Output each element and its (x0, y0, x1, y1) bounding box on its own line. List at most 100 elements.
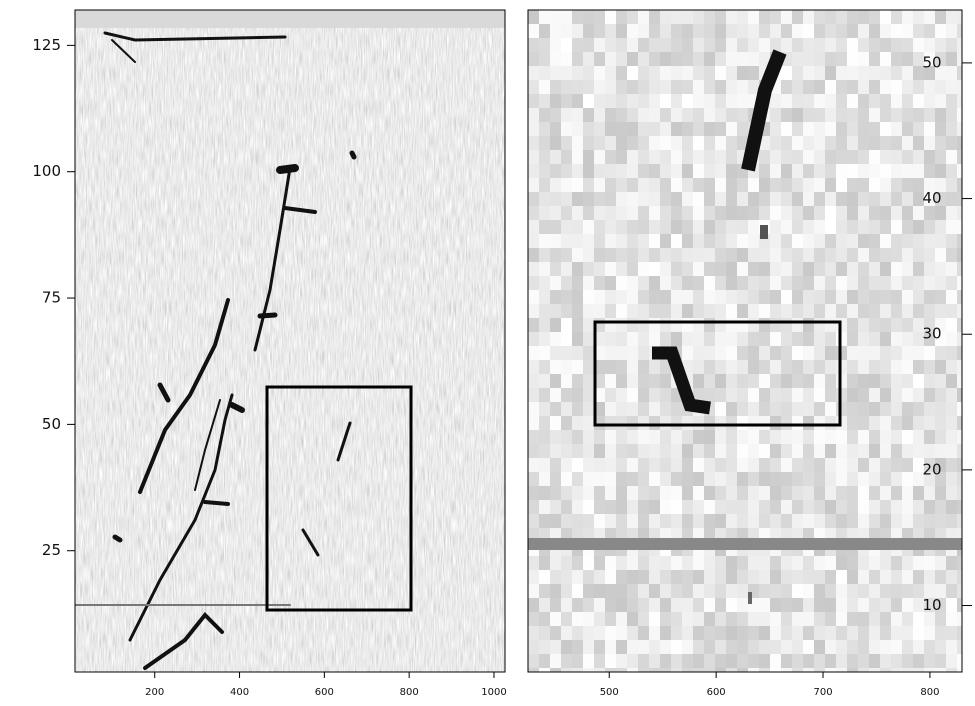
pixel (693, 108, 704, 122)
x-tick-label: 200 (145, 687, 164, 698)
pixel (957, 640, 962, 654)
pixel (550, 514, 561, 528)
pixel (847, 80, 858, 94)
pixel (605, 332, 616, 346)
pixel (792, 178, 803, 192)
pixel (550, 640, 561, 654)
pixel (935, 430, 946, 444)
pixel (825, 430, 836, 444)
pixel (957, 248, 962, 262)
pixel (715, 486, 726, 500)
pixel (825, 108, 836, 122)
pixel (616, 528, 627, 542)
pixel (671, 290, 682, 304)
pixel (660, 626, 671, 640)
pixel (627, 486, 638, 500)
pixel (759, 346, 770, 360)
pixel (935, 626, 946, 640)
y-tick-label: 40 (922, 189, 941, 207)
pixel (913, 346, 924, 360)
pixel (737, 290, 748, 304)
pixel (847, 640, 858, 654)
pixel (605, 472, 616, 486)
pixel (902, 640, 913, 654)
pixel (660, 668, 671, 672)
pixel (671, 318, 682, 332)
pixel (880, 24, 891, 38)
y-tick-label: 50 (922, 53, 941, 71)
pixel (627, 556, 638, 570)
pixel (869, 248, 880, 262)
pixel (891, 598, 902, 612)
pixel (528, 220, 539, 234)
pixel (726, 472, 737, 486)
pixel (682, 108, 693, 122)
pixel (836, 136, 847, 150)
pixel (572, 108, 583, 122)
pixel (561, 598, 572, 612)
pixel (583, 122, 594, 136)
pixel (814, 318, 825, 332)
pixel (704, 80, 715, 94)
pixel (737, 402, 748, 416)
pixel (869, 472, 880, 486)
pixel (539, 150, 550, 164)
pixel (924, 24, 935, 38)
pixel (825, 220, 836, 234)
pixel (583, 598, 594, 612)
pixel (627, 500, 638, 514)
pixel (781, 402, 792, 416)
pixel (704, 276, 715, 290)
pixel (913, 304, 924, 318)
pixel (627, 108, 638, 122)
pixel (660, 486, 671, 500)
pixel (605, 528, 616, 542)
pixel (605, 486, 616, 500)
pixel (759, 318, 770, 332)
pixel (858, 416, 869, 430)
pixel (792, 52, 803, 66)
pixel (748, 276, 759, 290)
pixel (638, 136, 649, 150)
pixel (891, 192, 902, 206)
pixel (671, 10, 682, 24)
pixel (594, 360, 605, 374)
pixel (627, 430, 638, 444)
pixel (638, 472, 649, 486)
x-tick-label: 700 (813, 687, 832, 698)
pixel (770, 654, 781, 668)
pixel (572, 164, 583, 178)
pixel (737, 164, 748, 178)
pixel (561, 458, 572, 472)
pixel (803, 150, 814, 164)
pixel (561, 52, 572, 66)
pixel (616, 94, 627, 108)
pixel (737, 276, 748, 290)
pixel (715, 514, 726, 528)
pixel (528, 374, 539, 388)
pixel (770, 304, 781, 318)
pixel (737, 206, 748, 220)
pixel (858, 668, 869, 672)
pixel (792, 346, 803, 360)
pixel (770, 276, 781, 290)
pixel (946, 472, 957, 486)
pixel (594, 10, 605, 24)
pixel (869, 528, 880, 542)
pixel (869, 374, 880, 388)
pixel (704, 388, 715, 402)
pixel (561, 332, 572, 346)
pixel (616, 206, 627, 220)
pixel (726, 122, 737, 136)
pixel (924, 654, 935, 668)
pixel (946, 528, 957, 542)
pixel (627, 654, 638, 668)
pixel (583, 472, 594, 486)
pixel (891, 626, 902, 640)
pixel (957, 94, 962, 108)
pixel (715, 360, 726, 374)
pixel (924, 668, 935, 672)
pixel (891, 514, 902, 528)
pixel (935, 500, 946, 514)
pixel (671, 472, 682, 486)
